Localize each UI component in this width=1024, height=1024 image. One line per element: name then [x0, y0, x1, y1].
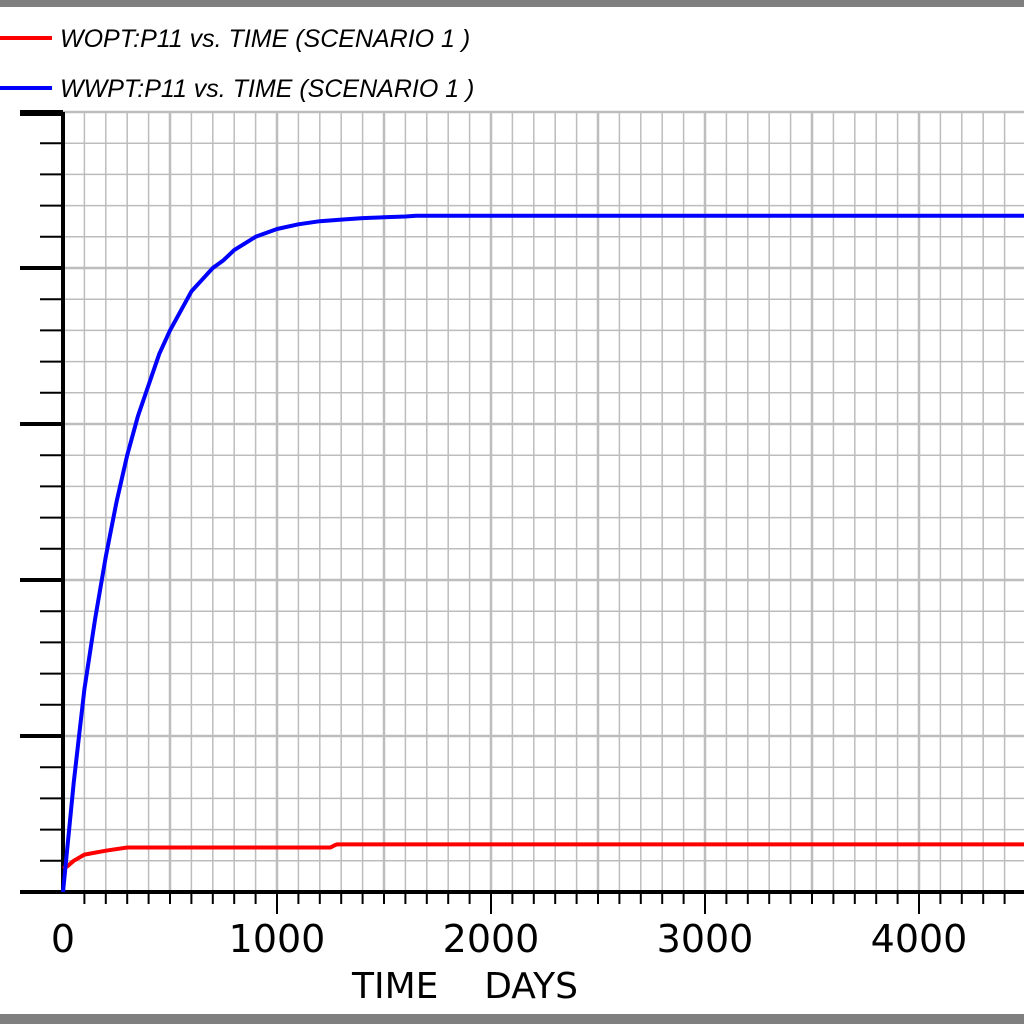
- x-tick-label: 1000: [229, 917, 326, 961]
- x-axis-title: TIME DAYS: [351, 966, 578, 1007]
- series-line-wopt: [62, 842, 1024, 871]
- legend-item-wopt: WOPT:P11 vs. TIME (SCENARIO 1 ): [0, 25, 470, 53]
- x-tick-label: 2000: [443, 917, 540, 961]
- vertical-gridlines: [83, 112, 1006, 892]
- frame-top: [0, 0, 1024, 7]
- x-tick-label: 0: [51, 917, 75, 961]
- x-tick-labels: 0 1000 2000 3000 4000: [51, 917, 967, 961]
- x-tick-label: 3000: [657, 917, 754, 961]
- x-axis-ticks: [83, 892, 1006, 914]
- legend: WOPT:P11 vs. TIME (SCENARIO 1 ) WWPT:P11…: [0, 25, 474, 103]
- frame-bottom: [0, 1014, 1024, 1024]
- legend-label-wwpt: WWPT:P11 vs. TIME (SCENARIO 1 ): [60, 75, 474, 103]
- legend-item-wwpt: WWPT:P11 vs. TIME (SCENARIO 1 ): [0, 75, 474, 103]
- x-tick-label: 4000: [871, 917, 968, 961]
- legend-label-wopt: WOPT:P11 vs. TIME (SCENARIO 1 ): [60, 25, 470, 53]
- y-axis-ticks: [20, 110, 63, 862]
- series-line-wwpt: [61, 213, 1024, 893]
- horizontal-gridlines: [63, 110, 1024, 862]
- series-lines: [61, 213, 1024, 893]
